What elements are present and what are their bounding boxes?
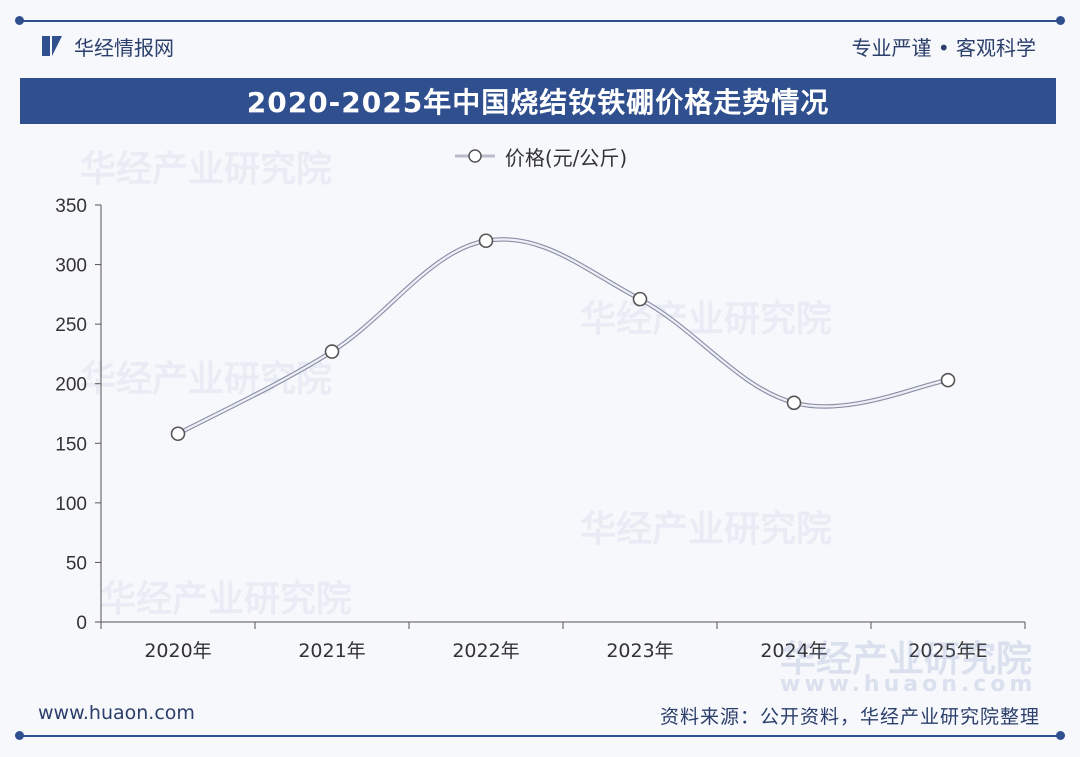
watermark-5: 华经产业研究院 bbox=[100, 579, 353, 620]
x-tick-label: 2022年 bbox=[452, 640, 519, 662]
brand: 华经情报网 bbox=[20, 32, 174, 61]
y-tick-label: 350 bbox=[55, 196, 87, 217]
series-line bbox=[176, 238, 950, 435]
brand-logo-icon bbox=[42, 36, 64, 56]
watermark-2: 华经产业研究院 bbox=[580, 299, 833, 340]
chart-title: 2020-2025年中国烧结钕铁硼价格走势情况 bbox=[20, 78, 1056, 124]
y-tick-label: 250 bbox=[55, 315, 87, 336]
brand-name: 华经情报网 bbox=[74, 35, 174, 60]
footer-website: www.huaon.com bbox=[38, 702, 195, 724]
legend-label: 价格(元/公斤) bbox=[504, 145, 628, 170]
data-point bbox=[478, 233, 494, 249]
slogan: 专业严谨 • 客观科学 bbox=[851, 35, 1036, 60]
data-point bbox=[940, 372, 956, 388]
x-axis: 2020年 2021年 2022年 2023年 2024年 2025年E bbox=[100, 621, 1026, 662]
data-point bbox=[632, 291, 648, 307]
legend: 价格(元/公斤) bbox=[0, 140, 1080, 172]
y-tick-label: 200 bbox=[55, 375, 87, 396]
x-tick-label: 2021年 bbox=[298, 640, 365, 662]
bottom-right-dot bbox=[1056, 731, 1065, 740]
series-line-outline bbox=[175, 237, 951, 437]
y-tick-label: 100 bbox=[55, 494, 87, 515]
y-tick-label: 50 bbox=[66, 553, 87, 574]
watermark-1: 华经产业研究院 bbox=[80, 149, 333, 190]
x-tick-label: 2020年 bbox=[144, 640, 211, 662]
top-right-dot bbox=[1056, 16, 1065, 25]
series-layer bbox=[170, 233, 956, 442]
watermark-corner: 华经产业研究院 bbox=[780, 639, 1033, 680]
data-point bbox=[170, 426, 186, 442]
watermark-corner-url: www.huaon.com bbox=[780, 672, 1037, 697]
header: 华经情报网 专业严谨 • 客观科学 bbox=[20, 24, 1060, 68]
legend-line-marker-icon bbox=[454, 149, 495, 163]
footer-source: 资料来源：公开资料，华经产业研究院整理 bbox=[659, 706, 1040, 728]
y-tick-label: 0 bbox=[76, 613, 87, 634]
y-axis: 0 50 100 150 200 250 300 350 bbox=[55, 196, 102, 634]
data-point bbox=[786, 395, 802, 411]
x-tick-label: 2023年 bbox=[606, 640, 673, 662]
bottom-border-line bbox=[20, 735, 1060, 737]
data-point bbox=[324, 344, 340, 359]
bottom-left-dot bbox=[15, 731, 24, 740]
y-tick-label: 300 bbox=[55, 256, 87, 277]
top-border-line bbox=[20, 20, 1060, 22]
watermark-4: 华经产业研究院 bbox=[580, 509, 833, 550]
y-tick-label: 150 bbox=[55, 434, 87, 455]
x-tick-label: 2024年 bbox=[760, 640, 827, 662]
watermark-3: 华经产业研究院 bbox=[80, 359, 333, 400]
top-left-dot bbox=[15, 16, 24, 25]
x-tick-label: 2025年E bbox=[908, 640, 987, 662]
